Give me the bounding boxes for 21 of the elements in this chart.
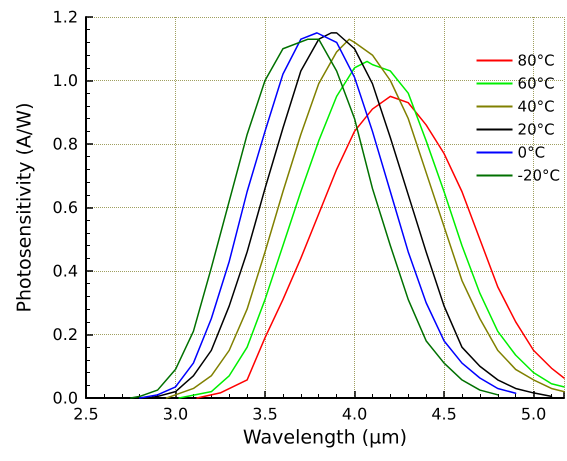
y-tick-label: 0.6 [52, 198, 78, 217]
x-tick-label: 3.0 [162, 404, 188, 424]
legend-label: 0°C [518, 144, 546, 162]
x-axis-title: Wavelength (µm) [242, 426, 408, 448]
y-tick-label: 0.4 [52, 262, 78, 280]
legend-label: 60°C [518, 74, 555, 92]
x-tick-label: 4.5 [431, 404, 457, 424]
legend-label: 20°C [518, 120, 555, 138]
y-tick-label: 1.0 [52, 71, 78, 90]
y-tick-label: 0.2 [52, 325, 78, 344]
x-tick-label: 5.0 [520, 404, 546, 424]
y-tick-label: 0.8 [52, 134, 78, 154]
x-tick-label: 2.5 [73, 404, 99, 424]
x-tick-label: 4.0 [342, 404, 368, 424]
y-axis-title: Photosensitivity (A/W) [14, 102, 36, 313]
y-tick-label: 0.0 [52, 388, 78, 408]
x-tick-label: 3.5 [252, 404, 278, 424]
legend-label: 40°C [518, 98, 555, 116]
y-tick-label: 1.2 [52, 8, 78, 26]
legend-label: -20°C [518, 166, 560, 184]
legend-label: 80°C [518, 52, 555, 70]
